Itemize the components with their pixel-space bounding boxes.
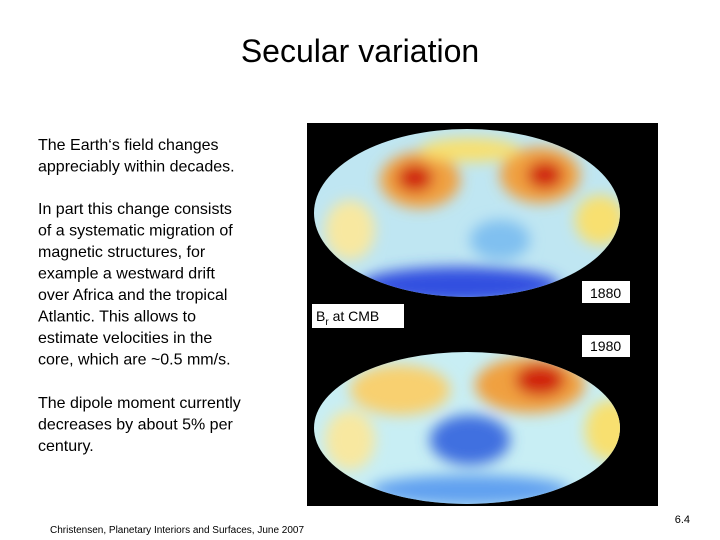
paragraph-line: estimate velocities in the	[38, 330, 212, 347]
label-field: Br at CMB	[316, 308, 379, 328]
paragraph-line: The Earth‘s field changes	[38, 137, 219, 154]
paragraph-line: over Africa and the tropical	[38, 287, 227, 304]
label-1880: 1880	[590, 285, 621, 301]
label-1980: 1980	[590, 338, 621, 354]
paragraph-line: In part this change consists	[38, 201, 232, 218]
paragraph-line: Atlantic. This allows to	[38, 309, 196, 326]
paragraph-line: century.	[38, 438, 94, 455]
paragraph-line: example a westward drift	[38, 266, 216, 283]
page-number: 6.4	[675, 514, 690, 526]
paragraph-line: The dipole moment currently	[38, 395, 241, 412]
paragraph-line: magnetic structures, for	[38, 244, 206, 261]
paragraph-line: appreciably within decades.	[38, 159, 235, 176]
body-text: The Earth‘s field changes appreciably wit…	[38, 137, 241, 455]
paragraph-line: core, which are ~0.5 mm/s.	[38, 352, 231, 369]
paragraph-line: of a systematic migration of	[38, 223, 233, 240]
map-1980	[314, 352, 620, 504]
slide-title: Secular variation	[241, 33, 479, 69]
citation: Christensen, Planetary Interiors and Sur…	[50, 525, 304, 536]
paragraph-line: decreases by about 5% per	[38, 417, 233, 434]
map-1880	[314, 129, 620, 297]
